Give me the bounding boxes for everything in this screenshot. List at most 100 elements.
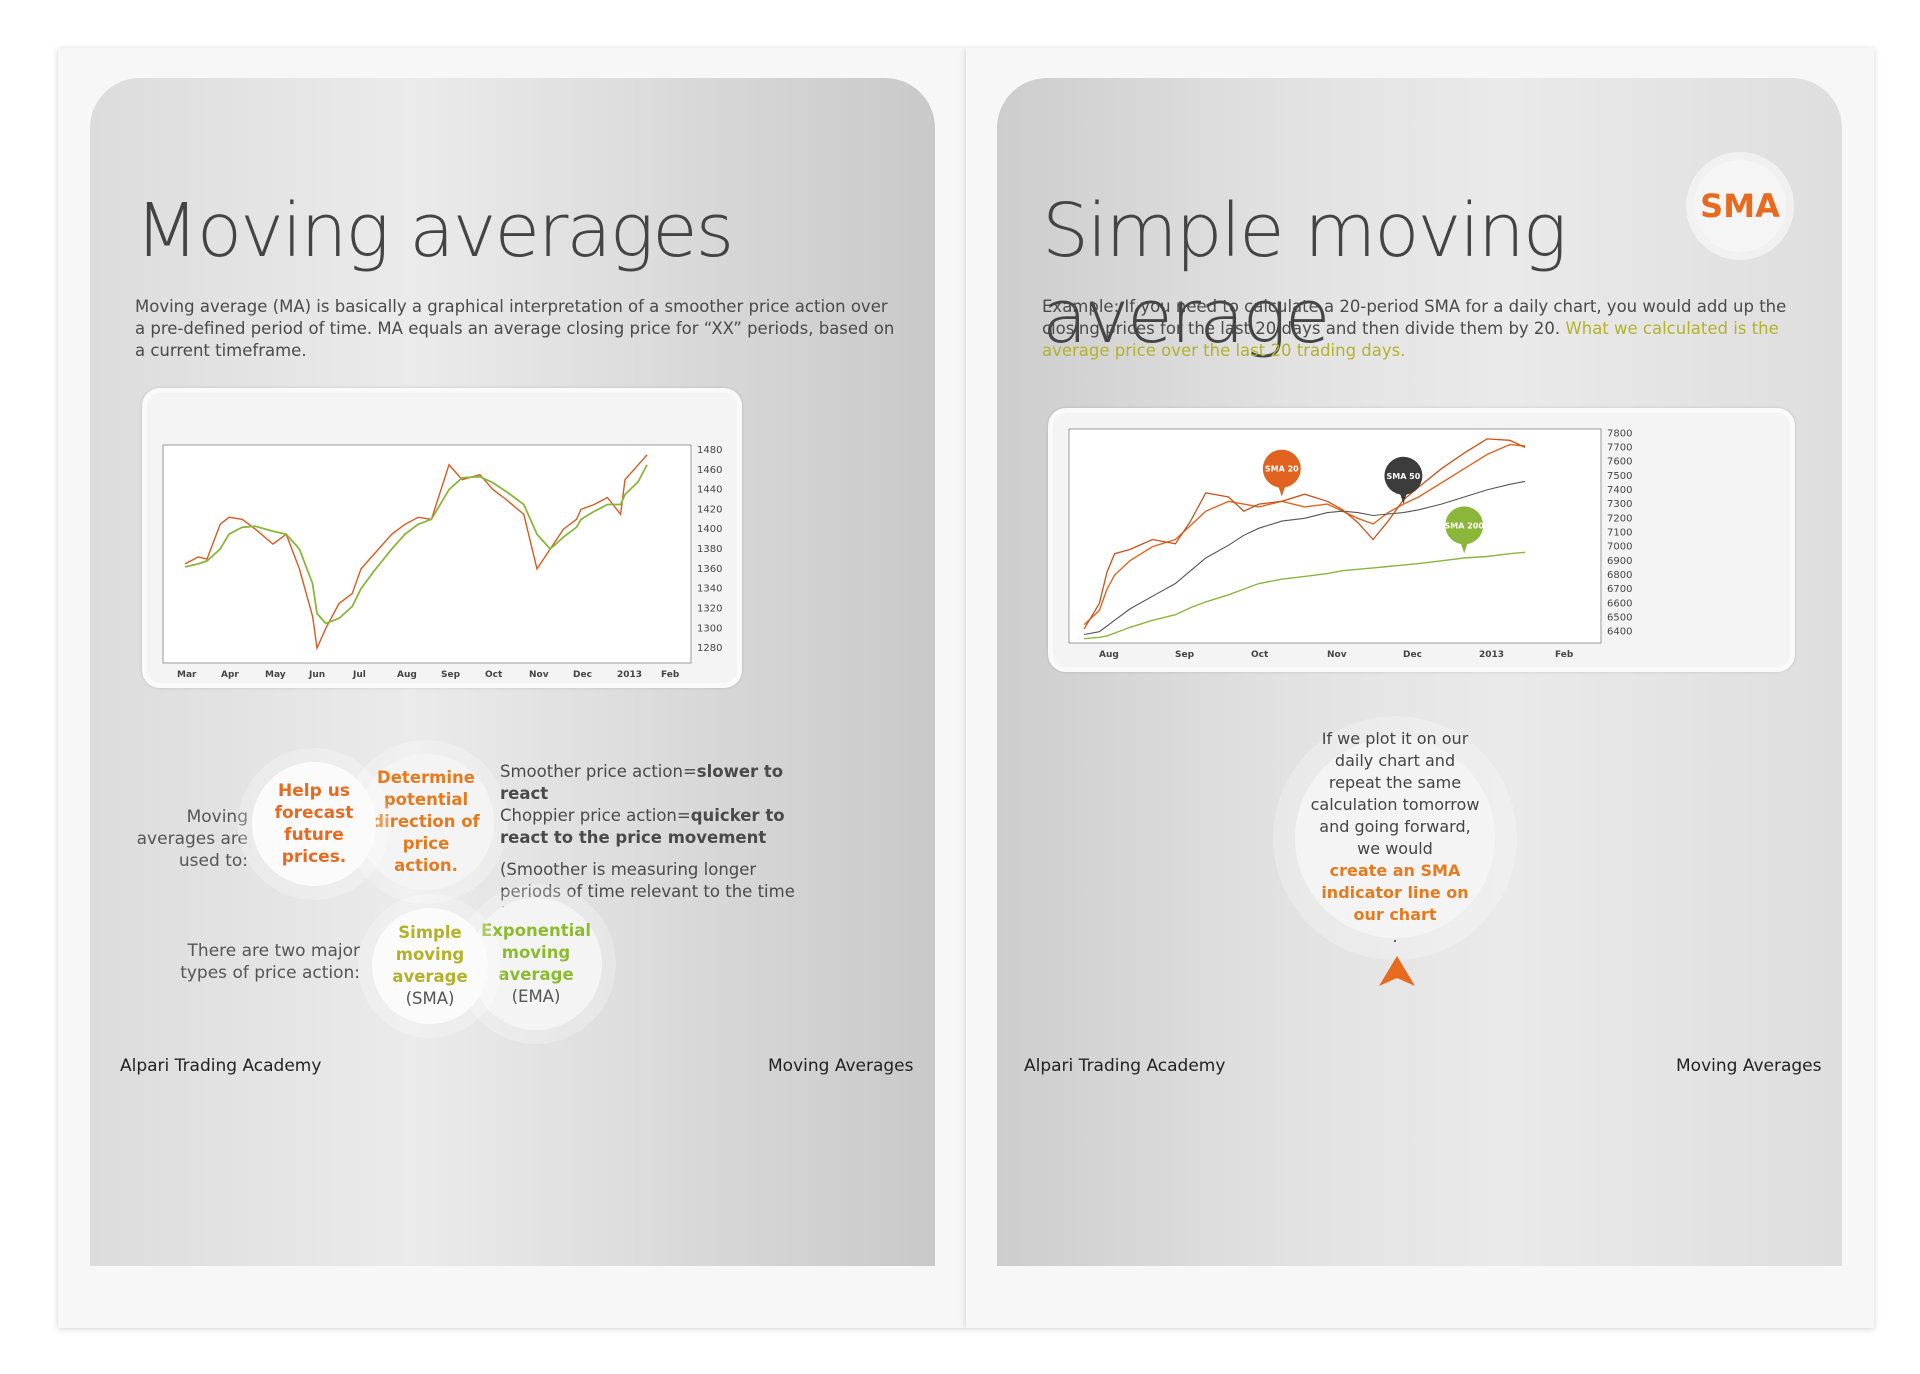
- y-tick-label: 6700: [1607, 584, 1632, 595]
- y-tick-label: 6500: [1607, 612, 1632, 623]
- x-tick-label: Mar: [177, 670, 197, 680]
- series-line: [1084, 480, 1526, 636]
- series-tag-label: SMA 200: [1444, 521, 1484, 530]
- bubble-text: If we plot it on our daily chart and rep…: [1310, 728, 1480, 948]
- y-tick-label: 1400: [697, 524, 722, 535]
- chart1-svg: 1280 1300 1320 1340 1360 1380 1400 1420 1440 1460…: [162, 444, 722, 680]
- smoother-line1-b: slower to react: [500, 762, 784, 803]
- smoother-line2-b: quicker to react to the price movement: [500, 806, 785, 847]
- circle-forecast-text: Help us forecast future prices.: [274, 781, 354, 867]
- smoother-text: Smoother price action=slower to react Ch…: [500, 761, 820, 925]
- circle-sma-colored: Simple moving average: [392, 923, 468, 986]
- y-tick-label: 7400: [1607, 485, 1632, 496]
- x-tick-label: Nov: [529, 670, 549, 680]
- chart-moving-averages: 1280 1300 1320 1340 1360 1380 1400 1420 1440 1460…: [142, 388, 742, 688]
- intro-highlight: What we calculated is the average price …: [1042, 319, 1779, 360]
- series-tag-pointer: [1277, 484, 1286, 497]
- series-tag-bubble: [1384, 456, 1423, 495]
- footer-left-title: Alpari Trading Academy: [120, 1056, 322, 1076]
- x-tick-label: Feb: [661, 670, 680, 680]
- up-arrow-icon: [1379, 956, 1415, 986]
- x-tick-label: Oct: [1251, 650, 1269, 660]
- x-tick-label: Nov: [1327, 650, 1347, 660]
- y-tick-label: 6400: [1607, 627, 1632, 638]
- x-tick-label: Feb: [1555, 650, 1574, 660]
- series-line: [184, 454, 648, 651]
- footer-left-section: Moving Averages: [768, 1056, 914, 1076]
- x-tick-label: Aug: [397, 670, 417, 680]
- left-panel: Moving averages Moving average (MA) is b…: [90, 78, 935, 1266]
- y-tick-label: 1320: [697, 604, 722, 615]
- circle-sma-abbr: (SMA): [405, 989, 455, 1008]
- x-tick-label: Dec: [1403, 650, 1422, 660]
- y-tick-label: 7800: [1607, 428, 1632, 439]
- x-tick-label: Dec: [573, 670, 592, 680]
- y-tick-label: 1280: [697, 643, 722, 654]
- intro-text-sma: Example: If you need to calculate a 20-p…: [1042, 296, 1812, 362]
- smoother-line2-a: Choppier price action=: [500, 806, 691, 825]
- x-tick-label: Jul: [352, 670, 366, 680]
- y-tick-label: 7500: [1607, 471, 1632, 482]
- x-tick-label: Jun: [308, 670, 325, 680]
- y-tick-label: 1340: [697, 584, 722, 595]
- page-title: Moving averages: [135, 188, 734, 274]
- x-tick-label: Apr: [221, 670, 239, 680]
- y-tick-label: 6800: [1607, 570, 1632, 581]
- y-tick-label: 1360: [697, 564, 722, 575]
- circle-ema-abbr: (EMA): [511, 987, 561, 1006]
- circle-forecast: Help us forecast future prices.: [252, 762, 376, 886]
- plot-area: [1068, 428, 1602, 644]
- x-tick-label: May: [265, 670, 286, 680]
- bubble-plain: If we plot it on our daily chart and rep…: [1310, 729, 1480, 858]
- used-to-label: Moving averages are used to:: [136, 807, 248, 871]
- x-tick-label: 2013: [617, 670, 642, 680]
- series-tag-label: SMA 20: [1265, 465, 1299, 474]
- x-tick-label: 2013: [1479, 650, 1504, 660]
- y-tick-label: 7100: [1607, 527, 1632, 538]
- circle-sma: Simple moving average (SMA): [372, 908, 488, 1024]
- circle-ema-colored: Exponential moving average: [481, 921, 592, 984]
- y-tick-label: 1300: [697, 623, 722, 634]
- bubble-end: .: [1392, 927, 1398, 946]
- footer-right-section: Moving Averages: [1676, 1056, 1822, 1076]
- series-line: [1083, 438, 1526, 630]
- series-line: [1084, 551, 1526, 640]
- y-tick-label: 1440: [697, 485, 722, 496]
- circle-direction: Determine potential direction of price a…: [358, 754, 494, 890]
- bubble-highlight: create an SMA indicator line on our char…: [1321, 861, 1469, 924]
- plot-area: [162, 444, 692, 664]
- y-tick-label: 1380: [697, 544, 722, 555]
- footer-right-title: Alpari Trading Academy: [1024, 1056, 1226, 1076]
- intro-text: Moving average (MA) is basically a graph…: [135, 297, 895, 360]
- series-tag: SMA 50: [1384, 456, 1423, 504]
- series-tag-label: SMA 50: [1386, 472, 1420, 481]
- x-tick-label: Sep: [441, 670, 461, 680]
- x-tick-label: Aug: [1099, 650, 1119, 660]
- y-tick-label: 1460: [697, 465, 722, 476]
- series-tag: SMA 200: [1444, 506, 1484, 554]
- y-tick-label: 6600: [1607, 598, 1632, 609]
- y-tick-label: 7300: [1607, 499, 1632, 510]
- series-tag-bubble: [1262, 449, 1301, 488]
- intro-plain: Example: If you need to calculate a 20-p…: [1042, 297, 1787, 338]
- smoother-note: (Smoother is measuring longer periods of…: [500, 860, 795, 923]
- circle-ema: Exponential moving average (EMA): [470, 898, 602, 1030]
- x-tick-label: Oct: [485, 670, 503, 680]
- y-tick-label: 7000: [1607, 542, 1632, 553]
- y-tick-label: 6900: [1607, 556, 1632, 567]
- y-tick-label: 7200: [1607, 513, 1632, 524]
- x-tick-label: Sep: [1175, 650, 1195, 660]
- circle-ema-content: Exponential moving average (EMA): [481, 920, 591, 1008]
- circle-sma-content: Simple moving average (SMA): [385, 922, 475, 1010]
- series-tag-bubble: [1445, 506, 1484, 545]
- sma-badge: SMA: [1694, 160, 1786, 252]
- series-line: [184, 464, 648, 625]
- chart-sma: 6400 6500 6600 6700 6800 6900 7000 7100 7200 7300…: [1048, 408, 1795, 672]
- series-line: [1083, 443, 1526, 626]
- y-tick-label: 7600: [1607, 457, 1632, 468]
- types-label: There are two major types of price actio…: [180, 941, 360, 983]
- sma-explain-bubble: If we plot it on our daily chart and rep…: [1295, 729, 1495, 946]
- series-tag-pointer: [1399, 491, 1408, 504]
- right-page: Simple moving average SMA Example: If yo…: [966, 48, 1874, 1328]
- y-tick-label: 7700: [1607, 442, 1632, 453]
